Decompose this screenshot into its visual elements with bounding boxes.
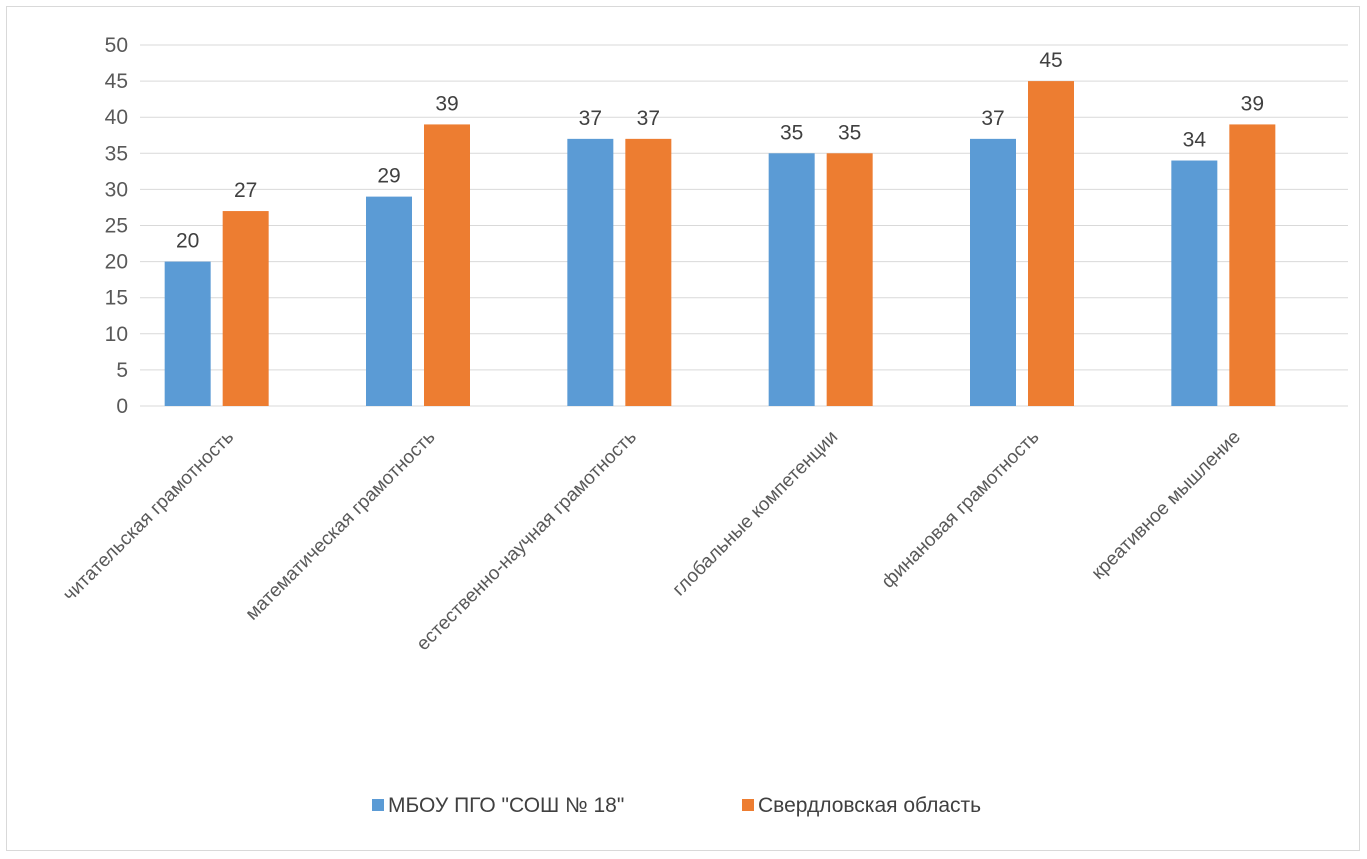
bar-region	[424, 124, 470, 407]
x-category-label: финановая грамотность	[878, 427, 1044, 593]
legend-label: Свердловская область	[758, 794, 981, 817]
y-tick-label: 45	[105, 70, 128, 93]
data-label: 37	[981, 107, 1004, 130]
bar-school	[970, 138, 1016, 407]
data-label: 27	[234, 179, 257, 202]
y-tick-label: 10	[105, 323, 128, 346]
data-label: 39	[435, 92, 458, 115]
y-tick-label: 35	[105, 142, 128, 165]
bar-region	[1028, 81, 1074, 406]
data-labels: 20 27 29 39 37 37 35 35 37 45 34 39	[176, 49, 1264, 253]
data-label: 29	[377, 165, 400, 188]
x-category-label: глобальные компетенции	[669, 427, 843, 601]
y-tick-label: 20	[105, 251, 128, 274]
data-label: 34	[1183, 129, 1207, 152]
x-category-label: математическая грамотность	[242, 427, 440, 625]
category-labels: читательская грамотность математическая г…	[59, 427, 1245, 655]
bar-region	[1229, 124, 1276, 407]
y-axis: 0 5 10 15 20 25 30 35 40 45 50	[105, 34, 128, 418]
y-tick-label: 40	[105, 106, 128, 129]
bar-school	[366, 196, 412, 406]
bar-school	[567, 138, 614, 407]
y-tick-label: 5	[116, 359, 128, 382]
data-label: 37	[637, 107, 660, 130]
legend: МБОУ ПГО "СОШ № 18" Свердловская область	[372, 794, 981, 817]
legend-label: МБОУ ПГО "СОШ № 18"	[388, 794, 624, 817]
y-tick-label: 0	[116, 395, 128, 418]
x-category-label: читательская грамотность	[59, 427, 238, 606]
y-tick-label: 50	[105, 34, 128, 57]
data-label: 45	[1039, 49, 1062, 72]
bars	[164, 81, 1276, 407]
data-label: 37	[579, 107, 602, 130]
bar-school	[768, 153, 815, 406]
chart-frame	[6, 6, 1360, 851]
gridlines	[140, 44, 1348, 407]
data-label: 35	[838, 121, 861, 144]
data-label: 39	[1241, 92, 1264, 115]
x-category-label: естественно-научная грамотность	[413, 427, 641, 655]
legend-swatch	[372, 799, 384, 811]
y-tick-label: 15	[105, 287, 128, 310]
data-label: 20	[176, 230, 199, 253]
x-category-label: креативное мышление	[1088, 427, 1245, 584]
bar-region	[625, 138, 672, 407]
bar-region	[826, 153, 873, 406]
bar-school	[164, 261, 211, 406]
y-tick-label: 30	[105, 178, 128, 201]
data-label: 35	[780, 121, 803, 144]
legend-swatch	[742, 799, 754, 811]
y-tick-label: 25	[105, 215, 128, 238]
bar-region	[222, 211, 269, 406]
bar-school	[1171, 160, 1218, 406]
